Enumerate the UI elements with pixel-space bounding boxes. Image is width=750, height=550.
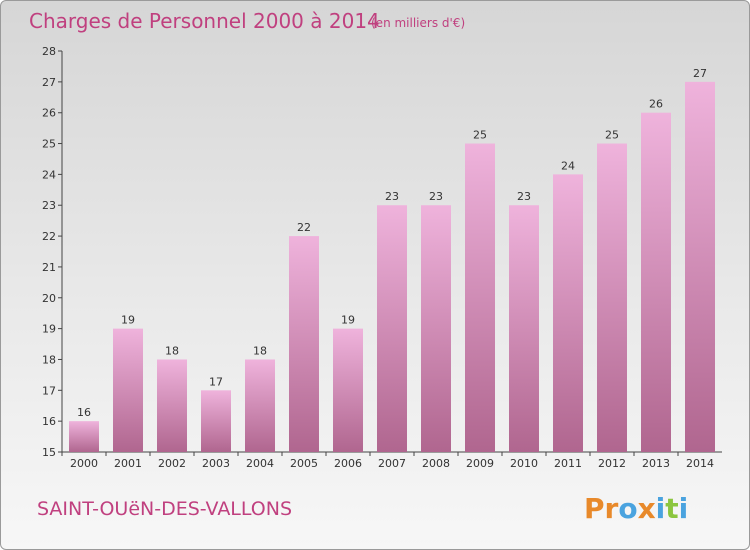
bar-2013 xyxy=(641,112,671,452)
x-tick-label: 2011 xyxy=(554,457,582,470)
data-label: 18 xyxy=(253,344,267,357)
plot-area: 15 16 17 18 19 20 21 22 23 24 25 26 27 28 16 2000 19 2001… xyxy=(42,45,722,470)
x-tick-label: 2006 xyxy=(334,457,362,470)
chart-title: Charges de Personnel 2000 à 2014 xyxy=(29,9,380,33)
data-label: 27 xyxy=(693,67,707,80)
bar-2006 xyxy=(333,328,363,452)
data-label: 19 xyxy=(341,314,355,327)
bar-2001 xyxy=(113,328,143,452)
y-tick-label: 16 xyxy=(42,415,56,428)
y-tick-label: 24 xyxy=(42,168,56,181)
y-tick-label: 20 xyxy=(42,292,56,305)
data-label: 25 xyxy=(473,129,487,142)
proxiti-logo: Proxiti xyxy=(584,492,688,525)
data-label: 26 xyxy=(649,98,663,111)
x-tick-label: 2012 xyxy=(598,457,626,470)
x-tick-label: 2010 xyxy=(510,457,538,470)
y-tick-label: 27 xyxy=(42,76,56,89)
data-label: 24 xyxy=(561,159,575,172)
x-tick-label: 2007 xyxy=(378,457,406,470)
y-tick-label: 17 xyxy=(42,384,56,397)
bar-2009 xyxy=(465,143,495,453)
x-tick-label: 2005 xyxy=(290,457,318,470)
x-tick-label: 2000 xyxy=(70,457,98,470)
data-label: 16 xyxy=(77,406,91,419)
bar-2005 xyxy=(289,236,319,452)
data-label: 18 xyxy=(165,344,179,357)
chart-subtitle: (en milliers d'€) xyxy=(371,16,465,30)
x-tick-label: 2013 xyxy=(642,457,670,470)
bar-2003 xyxy=(201,390,231,452)
y-tick-label: 15 xyxy=(42,446,56,459)
y-tick-label: 21 xyxy=(42,261,56,274)
y-tick-label: 23 xyxy=(42,199,56,212)
data-label: 23 xyxy=(517,190,531,203)
bar-2012 xyxy=(597,143,627,453)
bar-2014 xyxy=(685,81,715,452)
y-tick-label: 19 xyxy=(42,323,56,336)
y-tick-label: 28 xyxy=(42,45,56,58)
data-label: 19 xyxy=(121,314,135,327)
x-tick-label: 2001 xyxy=(114,457,142,470)
bar-2008 xyxy=(421,205,451,452)
data-label: 22 xyxy=(297,221,311,234)
commune-name: SAINT-OUëN-DES-VALLONS xyxy=(37,498,292,520)
y-tick-label: 26 xyxy=(42,107,56,120)
x-tick-label: 2004 xyxy=(246,457,274,470)
x-tick-label: 2003 xyxy=(202,457,230,470)
y-tick-label: 22 xyxy=(42,230,56,243)
y-tick-label: 25 xyxy=(42,138,56,151)
bar-2002 xyxy=(157,359,187,452)
bar-2007 xyxy=(377,205,407,452)
data-label: 25 xyxy=(605,129,619,142)
bar-2004 xyxy=(245,359,275,452)
y-tick-label: 18 xyxy=(42,353,56,366)
x-tick-label: 2014 xyxy=(686,457,714,470)
data-label: 23 xyxy=(385,190,399,203)
bar-2010 xyxy=(509,205,539,452)
data-label: 23 xyxy=(429,190,443,203)
x-tick-label: 2009 xyxy=(466,457,494,470)
bar-2011 xyxy=(553,174,583,452)
x-tick-label: 2008 xyxy=(422,457,450,470)
x-tick-label: 2002 xyxy=(158,457,186,470)
data-label: 17 xyxy=(209,375,223,388)
bar-2000 xyxy=(69,421,99,452)
